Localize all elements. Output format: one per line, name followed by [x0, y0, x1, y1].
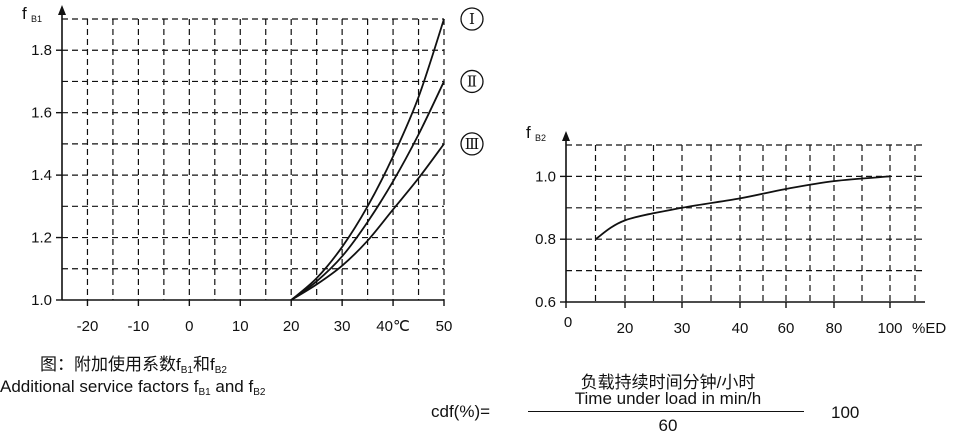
y-tick-label: 1.8: [31, 42, 52, 59]
formula-lhs: cdf(%)=: [431, 402, 491, 421]
y-axis-arrow: [562, 131, 570, 141]
y-tick-label: 1.0: [31, 292, 52, 309]
caption-en-sub1: B1: [198, 387, 211, 398]
x-tick-label: 20: [617, 320, 634, 337]
x-tick-label: 10: [232, 318, 249, 335]
caption-en-sub2: B2: [253, 387, 266, 398]
series-label-3: Ⅲ: [465, 135, 479, 153]
y-tick-label: 1.4: [31, 167, 52, 184]
series-curve-2: [290, 81, 445, 301]
caption-en-f2: f: [248, 377, 254, 396]
chart-fb2: 0.6 0.8 1.0 0 20 30 40 60 80 100 %ED f B2: [526, 123, 946, 337]
x-unit-label: %ED: [912, 320, 946, 337]
series-curve: [594, 175, 891, 240]
series-label-circle-2: [460, 69, 484, 94]
caption-zh-prefix: 图：附加使用系数: [40, 355, 176, 374]
caption-en: Additional service factors fB1 and fB2: [0, 377, 265, 398]
caption-en-prefix: Additional service factors: [0, 377, 194, 396]
y-axis-label-sub: B1: [31, 14, 42, 24]
x-tick-label: 60: [778, 320, 795, 337]
series-label-2: Ⅱ: [467, 72, 477, 90]
caption-en-conj: and: [210, 377, 249, 396]
series-label-circle-3: [460, 132, 484, 156]
y-axis-arrow: [58, 5, 66, 15]
y-axis-label: f: [526, 123, 531, 142]
chart-fb1: 1.0 1.2 1.4 1.6 1.8 -20 -10 0 10 20 30 40℃ 50 f B1 Ⅰ Ⅱ Ⅲ: [22, 4, 484, 335]
formula-numerator-en: Time under load in min/h: [574, 389, 762, 408]
x-tick-label: 30: [334, 318, 351, 335]
x-tick-label: 40: [732, 320, 749, 337]
y-tick-label: 1.6: [31, 105, 52, 122]
series-curve-1: [290, 18, 445, 301]
caption-zh: 图：附加使用系数fB1和fB2: [40, 350, 227, 376]
x-tick-label: 30: [674, 320, 691, 337]
y-tick-label: 0.8: [535, 231, 556, 248]
x-tick-label: 50: [436, 318, 453, 335]
y-tick-label: 0.6: [535, 294, 556, 311]
x-tick-label: -20: [77, 318, 99, 335]
y-tick-label: 1.2: [31, 230, 52, 247]
formula-numerator-zh: 负载持续时间分钟/小时: [580, 373, 756, 392]
caption-zh-conj: 和: [192, 355, 210, 374]
x-tick-label: 100: [877, 320, 902, 337]
x-tick-label: 40℃: [376, 318, 410, 335]
x-tick-label: 20: [283, 318, 300, 335]
y-axis-label: f: [22, 4, 27, 23]
x-tick-label: 0: [185, 318, 193, 335]
x-tick-label: -10: [128, 318, 150, 335]
caption-zh-f2: f: [209, 355, 215, 374]
caption-zh-sub2: B2: [214, 365, 227, 376]
formula-denominator: 60: [658, 416, 678, 435]
formula-multiplier: 100: [831, 403, 860, 422]
caption-zh-f1: f: [176, 355, 181, 374]
y-tick-label: 1.0: [535, 168, 556, 185]
x-tick-label: 80: [826, 320, 843, 337]
formula-fraction-bar: [528, 411, 804, 412]
caption-en-f1: f: [193, 377, 199, 396]
series-label-1: Ⅰ: [469, 10, 475, 28]
x-tick-label: 0: [564, 314, 572, 331]
series-curve-3: [290, 143, 445, 301]
caption-zh-sub1: B1: [180, 365, 193, 376]
series-label-circle-1: [460, 7, 484, 31]
y-axis-label-sub: B2: [535, 133, 546, 143]
